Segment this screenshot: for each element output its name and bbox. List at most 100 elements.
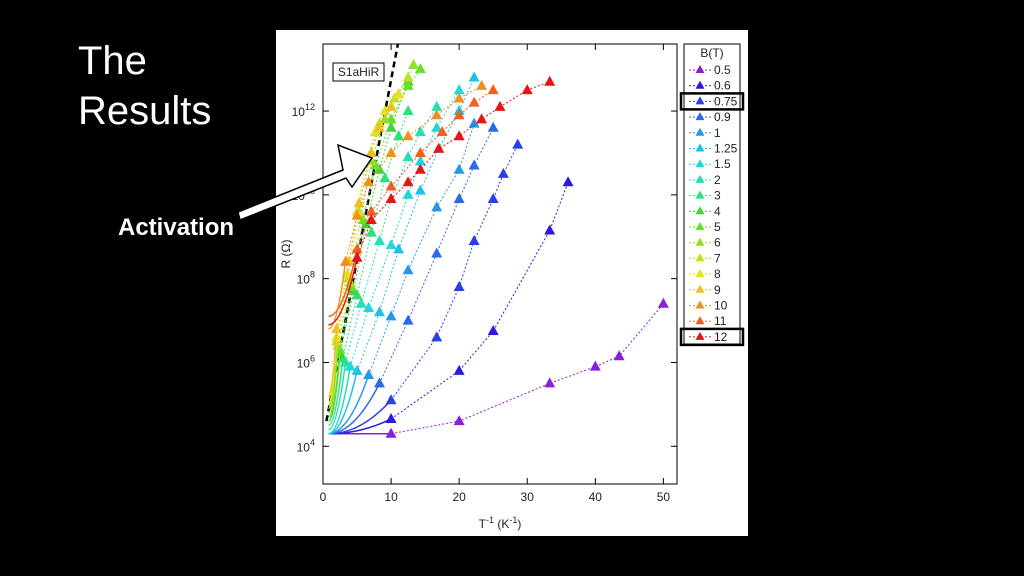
data-point <box>363 369 375 380</box>
legend-item-8: 8 <box>689 267 721 281</box>
data-point <box>353 197 365 208</box>
x-tick-label: 40 <box>589 490 603 504</box>
series-curve <box>328 366 351 435</box>
legend-item-7: 7 <box>689 251 721 265</box>
legend-label: 9 <box>714 283 721 297</box>
legend-item-1_5: 1.5 <box>689 157 731 171</box>
legend-item-0_6: 0.6 <box>689 79 731 93</box>
data-point <box>402 130 414 141</box>
data-point <box>431 201 443 212</box>
data-point <box>436 126 448 136</box>
legend-label: 11 <box>714 314 727 328</box>
legend-item-10: 10 <box>689 299 728 313</box>
legend-highlight-box <box>679 327 745 347</box>
legend-label: 0.75 <box>714 94 738 108</box>
legend-marker <box>695 300 705 309</box>
data-point <box>351 209 363 220</box>
data-point <box>431 109 443 120</box>
x-axis-label: T-1 (K-1) <box>479 515 522 531</box>
sample-annotation-box: S1aHiR <box>332 62 385 82</box>
data-point <box>393 88 405 99</box>
activation-arrow <box>237 143 374 222</box>
plot-frame <box>322 43 678 485</box>
legend-marker <box>695 269 705 278</box>
legend-item-1: 1 <box>689 126 721 140</box>
data-point <box>385 100 397 111</box>
legend-item-11: 11 <box>689 314 727 328</box>
plot-area <box>325 44 669 438</box>
series-3 <box>328 105 414 427</box>
data-point <box>385 180 397 191</box>
data-point <box>453 92 465 103</box>
series-10 <box>328 79 488 330</box>
legend-label: 5 <box>714 220 721 234</box>
data-point <box>365 205 377 216</box>
legend-marker <box>695 206 705 215</box>
data-point <box>487 193 499 204</box>
data-point <box>402 188 414 199</box>
legend-marker <box>695 143 705 152</box>
legend-label: 0.9 <box>714 110 731 124</box>
series-dotted-line <box>356 89 494 250</box>
data-point <box>453 130 465 141</box>
data-point <box>487 84 499 95</box>
data-point <box>414 63 426 74</box>
series-curve <box>328 349 341 418</box>
legend-item-6: 6 <box>689 236 721 250</box>
legend-marker <box>695 127 705 136</box>
data-point <box>431 121 443 132</box>
series-curve <box>328 358 344 427</box>
data-point <box>414 184 426 195</box>
data-point <box>385 121 397 132</box>
legend-label: 7 <box>714 251 721 265</box>
legend-marker <box>695 253 705 262</box>
data-point <box>497 167 509 178</box>
data-point <box>544 224 556 235</box>
x-tick-label: 30 <box>521 490 535 504</box>
legend-label: 0.6 <box>714 79 731 93</box>
data-point <box>339 255 351 266</box>
legend-label: 1 <box>714 126 721 140</box>
legend-item-5: 5 <box>689 220 721 234</box>
legend-label: 12 <box>714 330 728 344</box>
legend-item-3: 3 <box>689 189 721 203</box>
legend-marker <box>695 65 705 73</box>
data-point <box>385 427 397 438</box>
legend-label: 8 <box>714 267 721 281</box>
legend-marker <box>695 316 705 325</box>
legend-label: 1.25 <box>714 142 738 156</box>
data-point <box>468 159 480 170</box>
series-curve <box>328 257 358 326</box>
data-point <box>385 239 397 250</box>
legend-label: 10 <box>714 299 728 313</box>
data-point <box>476 79 488 90</box>
series-dotted-line <box>342 110 409 359</box>
data-point <box>544 75 556 86</box>
data-point <box>385 310 397 321</box>
series-curve <box>327 328 338 397</box>
data-point <box>487 325 499 336</box>
annotation-frame <box>332 62 385 82</box>
series-dotted-line <box>368 123 475 376</box>
data-point <box>408 58 420 69</box>
y-axis-label: R (Ω) <box>279 240 293 269</box>
legend-label: 2 <box>714 173 721 187</box>
data-point <box>374 377 386 388</box>
x-tick-label: 0 <box>320 490 327 504</box>
data-point <box>385 146 397 157</box>
data-point <box>355 297 367 308</box>
legend-item-0_9: 0.9 <box>689 110 731 124</box>
data-point <box>374 306 386 317</box>
data-point <box>379 105 391 116</box>
series-dotted-line <box>390 303 664 435</box>
legend-marker <box>695 237 705 246</box>
data-point <box>544 377 556 388</box>
data-point <box>402 176 414 187</box>
data-point <box>613 350 625 361</box>
legend-marker <box>695 222 705 230</box>
legend-label: 6 <box>714 236 721 250</box>
data-point <box>589 360 601 371</box>
data-point <box>512 138 524 149</box>
data-point <box>351 243 363 254</box>
